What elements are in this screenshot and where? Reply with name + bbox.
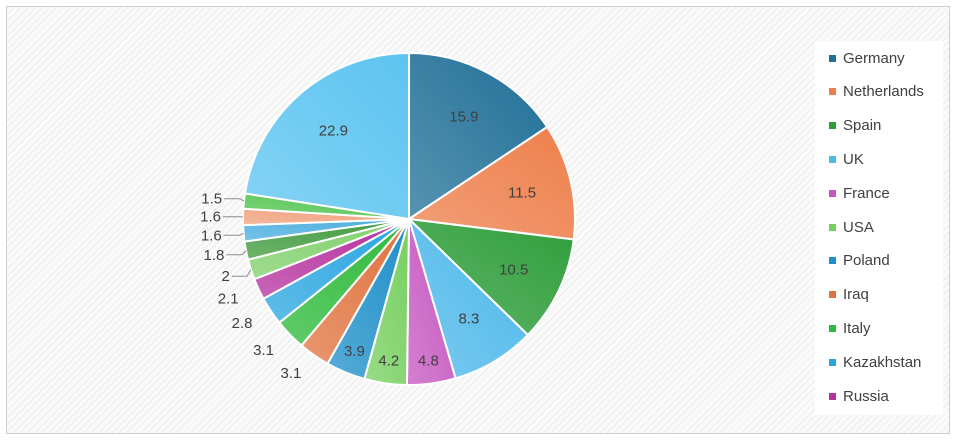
legend-swatch bbox=[829, 223, 836, 231]
legend-swatch bbox=[829, 189, 836, 197]
pie-slice-spain bbox=[406, 217, 575, 337]
pie-slice-germany bbox=[408, 51, 549, 221]
legend-item-france: France bbox=[829, 183, 890, 203]
data-label: 2.8 bbox=[232, 315, 253, 332]
legend-swatch bbox=[829, 155, 836, 163]
legend-item-russia: Russia bbox=[829, 386, 889, 406]
data-label: 4.8 bbox=[418, 352, 439, 369]
data-label: 2 bbox=[222, 268, 230, 285]
data-label: 1.6 bbox=[200, 209, 221, 226]
data-label: 15.9 bbox=[449, 109, 478, 126]
legend-swatch bbox=[829, 54, 836, 62]
data-label: 1.5 bbox=[201, 191, 222, 208]
leader-line bbox=[223, 232, 244, 236]
data-label: 10.5 bbox=[499, 261, 528, 278]
data-label: 3.1 bbox=[253, 342, 274, 359]
legend: Germany Netherlands Spain UK France USA Poland… bbox=[815, 41, 943, 415]
data-label: 11.5 bbox=[508, 184, 536, 201]
legend-item-netherlands: Netherlands bbox=[829, 82, 924, 102]
leader-line bbox=[224, 198, 245, 202]
data-label: 2.1 bbox=[218, 290, 239, 307]
legend-label: France bbox=[843, 184, 890, 202]
legend-label: USA bbox=[843, 218, 874, 236]
leader-line bbox=[226, 250, 247, 256]
legend-item-spain: Spain bbox=[829, 116, 881, 136]
legend-item-poland: Poland bbox=[829, 251, 890, 271]
legend-label: Poland bbox=[843, 252, 890, 270]
data-label: 3.9 bbox=[344, 343, 365, 360]
legend-item-iraq: Iraq bbox=[829, 285, 869, 305]
data-label: 1.8 bbox=[204, 247, 225, 264]
legend-item-italy: Italy bbox=[829, 318, 871, 338]
legend-swatch bbox=[829, 324, 836, 332]
data-label: 22.9 bbox=[319, 123, 348, 140]
legend-swatch bbox=[829, 358, 836, 366]
data-label: 4.2 bbox=[378, 352, 399, 369]
legend-item-kazakhstan: Kazakhstan bbox=[829, 352, 921, 372]
legend-label: Iraq bbox=[843, 286, 869, 304]
leader-line bbox=[231, 269, 252, 277]
legend-swatch bbox=[829, 291, 836, 299]
legend-item-uk: UK bbox=[829, 149, 864, 169]
legend-label: Italy bbox=[843, 319, 871, 337]
data-label: 3.1 bbox=[281, 365, 302, 382]
legend-label: Kazakhstan bbox=[843, 353, 922, 371]
data-label: 8.3 bbox=[458, 311, 479, 328]
legend-label: Spain bbox=[843, 117, 882, 135]
legend-label: Russia bbox=[843, 387, 889, 405]
pie-slice-netherlands bbox=[406, 125, 576, 241]
legend-item-usa: USA bbox=[829, 217, 874, 237]
legend-swatch bbox=[829, 88, 836, 96]
legend-swatch bbox=[829, 257, 836, 265]
data-label: 1.6 bbox=[201, 227, 222, 244]
legend-swatch bbox=[829, 122, 836, 130]
legend-swatch bbox=[829, 392, 836, 400]
legend-item-germany: Germany bbox=[829, 48, 905, 68]
legend-label: UK bbox=[843, 150, 864, 168]
legend-label: Germany bbox=[843, 49, 905, 67]
legend-label: Netherlands bbox=[843, 83, 924, 101]
pie-slice-unlabeled-16 bbox=[243, 51, 410, 221]
